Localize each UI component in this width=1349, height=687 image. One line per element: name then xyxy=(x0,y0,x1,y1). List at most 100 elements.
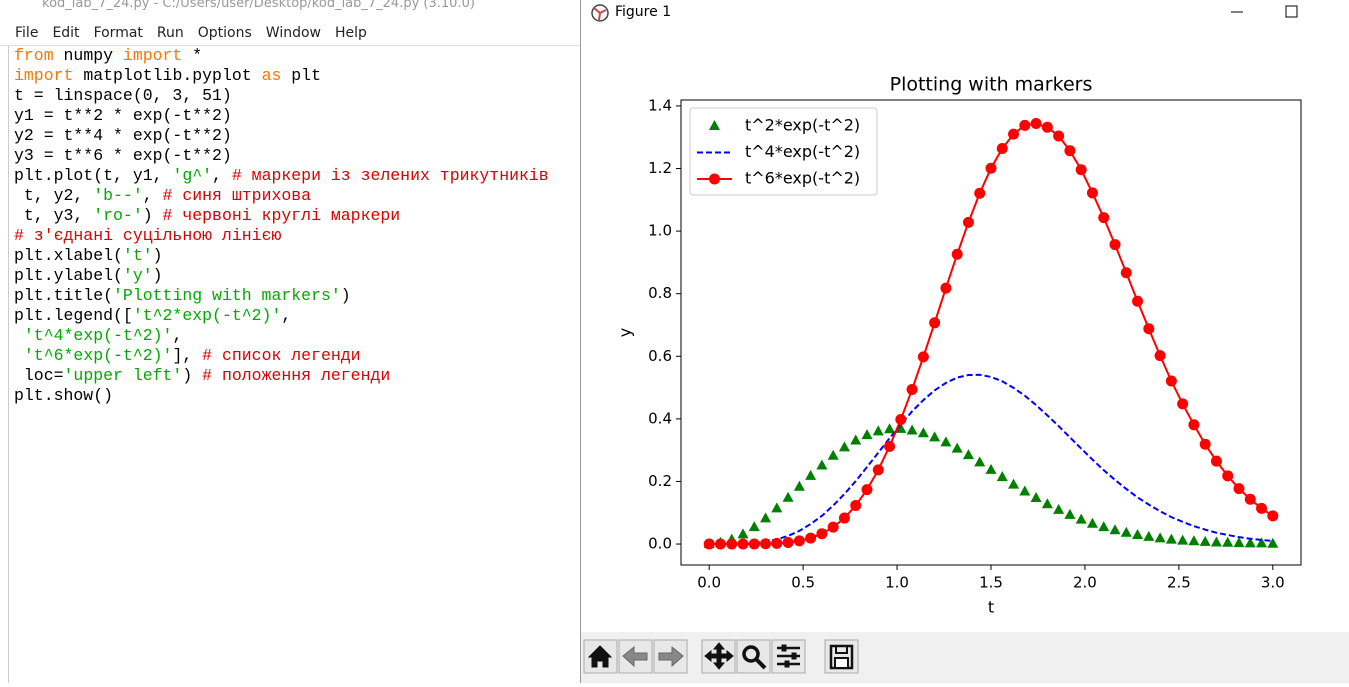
triangle-marker xyxy=(917,427,929,438)
triangle-marker xyxy=(1154,532,1166,543)
code-line: 't^4*exp(-t^2)', xyxy=(14,326,580,346)
legend-label: t^2*exp(-t^2) xyxy=(745,116,860,135)
circle-marker xyxy=(1199,438,1211,450)
code-token: 'b--' xyxy=(93,186,143,205)
circle-marker xyxy=(726,538,738,550)
triangle-marker xyxy=(827,449,839,460)
circle-marker xyxy=(917,351,929,363)
triangle-marker xyxy=(1177,534,1189,545)
code-line: plt.plot(t, y1, 'g^', # маркери із зелен… xyxy=(14,166,580,186)
circle-marker xyxy=(1233,483,1245,495)
triangle-marker xyxy=(1210,536,1222,547)
code-token: 'upper left' xyxy=(63,366,183,385)
circle-marker xyxy=(1041,121,1053,133)
y-tick-label: 1.4 xyxy=(648,96,672,114)
code-token: ], xyxy=(172,346,203,365)
legend-label: t^6*exp(-t^2) xyxy=(745,169,860,188)
toolbar-icons[interactable] xyxy=(581,632,881,683)
triangle-marker xyxy=(771,502,783,513)
menu-item[interactable]: File xyxy=(15,24,39,41)
triangle-marker xyxy=(1143,530,1155,541)
circle-marker xyxy=(1267,510,1279,522)
triangle-marker xyxy=(1030,492,1042,503)
code-token: ) xyxy=(340,286,351,305)
code-token: 't^4*exp(-t^2)' xyxy=(23,326,173,345)
triangle-marker xyxy=(748,521,760,532)
code-token: , xyxy=(212,166,232,185)
triangle-marker xyxy=(895,422,907,433)
code-token: plt.xlabel( xyxy=(14,246,123,265)
code-token: , xyxy=(172,326,183,345)
y-tick-label: 0.4 xyxy=(648,409,672,427)
triangle-marker xyxy=(1041,498,1053,509)
triangle-marker xyxy=(1256,537,1268,548)
circle-marker xyxy=(1120,267,1132,279)
code-token: plt.legend([ xyxy=(14,306,133,325)
y-tick-label: 1.0 xyxy=(648,222,672,240)
code-token: t = linspace(0, 3, 51) xyxy=(14,86,232,105)
triangle-marker xyxy=(816,459,828,470)
y-axis-label: y xyxy=(616,328,635,337)
circle-marker xyxy=(1109,239,1121,251)
circle-marker xyxy=(1008,128,1020,140)
circle-marker xyxy=(771,537,783,549)
code-token: , xyxy=(281,306,292,325)
legend-box xyxy=(689,107,878,196)
menu-item[interactable]: Help xyxy=(335,24,367,41)
x-tick-label: 0.5 xyxy=(791,574,815,592)
menu-item[interactable]: Window xyxy=(265,24,321,41)
code-line: y3 = t**6 * exp(-t**2) xyxy=(14,146,580,166)
circle-marker xyxy=(793,535,805,547)
code-token: plt.plot(t, y1, xyxy=(14,166,173,185)
circle-marker xyxy=(895,413,907,425)
triangle-marker xyxy=(951,442,963,453)
circle-marker xyxy=(1154,350,1166,362)
circle-marker xyxy=(850,500,862,512)
triangle-marker xyxy=(906,424,918,435)
code-token: # червоні круглі маркери xyxy=(162,206,401,225)
circle-marker xyxy=(816,528,828,540)
window-controls[interactable] xyxy=(1221,0,1301,24)
y-tick-label: 0.6 xyxy=(648,347,672,365)
triangle-marker xyxy=(1199,535,1211,546)
x-tick-label: 1.5 xyxy=(979,574,1003,592)
menu-item[interactable]: Options xyxy=(197,24,252,41)
code-token: as xyxy=(261,66,282,85)
series-line xyxy=(709,373,1273,546)
circle-marker xyxy=(985,162,997,174)
triangle-marker xyxy=(1188,535,1200,546)
code-line: from numpy import * xyxy=(14,46,580,66)
figure-window: Figure 1 Plotting with markers t y 0.0 0.5 1.… xyxy=(581,0,1349,683)
code-line: plt.ylabel('y') xyxy=(14,266,580,286)
code-token: y2 = t**4 * exp(-t**2) xyxy=(14,126,232,145)
triangle-marker xyxy=(1165,533,1177,544)
circle-marker xyxy=(748,538,760,550)
circle-marker xyxy=(805,532,817,544)
toolbar xyxy=(581,632,1349,683)
circle-marker xyxy=(782,536,794,548)
menu-item[interactable]: Run xyxy=(156,24,184,41)
code-token: 't^6*exp(-t^2)' xyxy=(23,346,173,365)
menu-item[interactable]: Format xyxy=(93,24,143,41)
circle-marker xyxy=(1030,117,1042,129)
circle-marker xyxy=(827,521,839,533)
circle-marker xyxy=(962,216,974,228)
code-token: from xyxy=(14,46,54,65)
circle-marker xyxy=(1019,119,1031,131)
y-tick-label: 1.2 xyxy=(648,159,672,177)
circle-marker xyxy=(1064,145,1076,157)
code-token: # синя штрихова xyxy=(162,186,312,205)
triangle-marker xyxy=(929,431,941,442)
code-editor[interactable]: from numpy import * import matplotlib.pyp… xyxy=(8,46,580,683)
legend-label: t^4*exp(-t^2) xyxy=(745,142,860,161)
triangle-marker xyxy=(850,434,862,445)
code-token xyxy=(14,326,24,345)
window-title: kod_lab_7_24.py - C:/Users/user/Desktop/… xyxy=(0,0,580,14)
y-tick-label: 0.0 xyxy=(648,535,672,553)
menu-item[interactable]: Edit xyxy=(52,24,80,41)
window-title: Figure 1 xyxy=(615,4,672,20)
x-axis-label: t xyxy=(988,598,994,617)
code-token: # з'єднані суцільною лінією xyxy=(14,226,282,245)
code-token: numpy xyxy=(53,46,123,65)
